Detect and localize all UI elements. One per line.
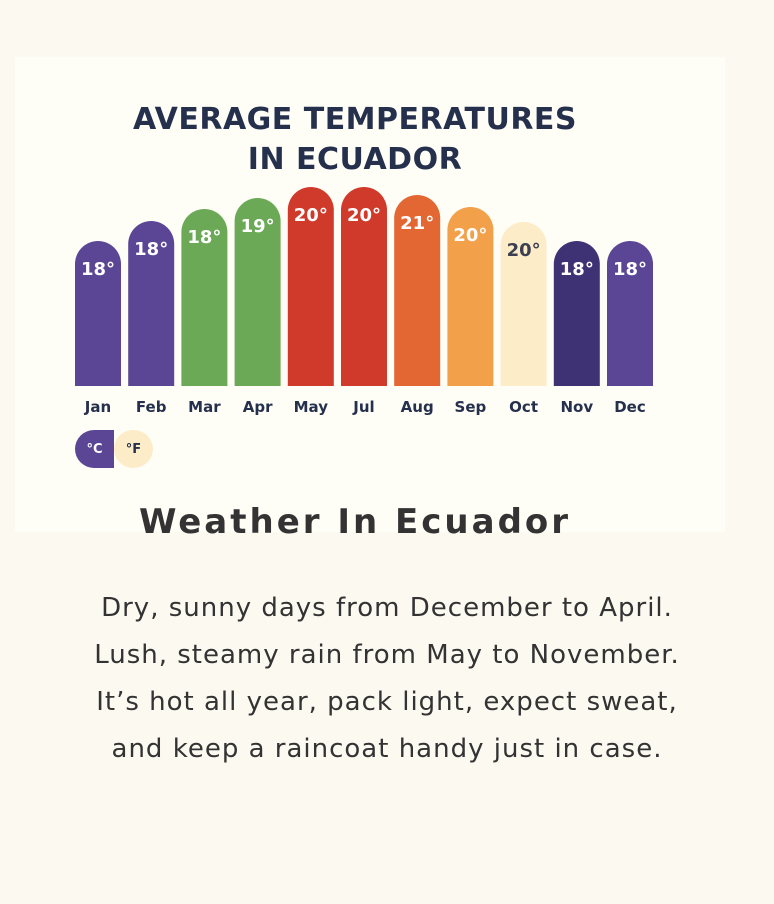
- month-label: Jul: [352, 398, 374, 416]
- celsius-option[interactable]: °C: [75, 430, 114, 468]
- bar-value-label: 18°: [134, 239, 168, 260]
- bar-mar: [181, 209, 228, 386]
- bar-may: [287, 187, 334, 386]
- bar-value-label: 18°: [187, 227, 221, 248]
- bar-value-label: 18°: [81, 259, 115, 280]
- month-label: Sep: [455, 398, 487, 416]
- body-line-2: Lush, steamy rain from May to November.: [94, 640, 680, 670]
- body-line-4: and keep a raincoat handy just in case.: [111, 734, 663, 764]
- bar-jul: [341, 187, 387, 386]
- bar-aug: [394, 195, 441, 386]
- bar-value-label: 20°: [347, 205, 381, 226]
- month-label: Aug: [401, 398, 434, 416]
- month-label: Nov: [560, 398, 593, 416]
- section-heading: Weather In Ecuador: [138, 502, 572, 542]
- month-label: Oct: [509, 398, 538, 416]
- bar-sep: [447, 207, 494, 386]
- bar-value-label: 19°: [241, 216, 275, 237]
- bar-value-label: 21°: [400, 213, 434, 234]
- chart-title-line-2: IN ECUADOR: [247, 142, 463, 177]
- section-body: Dry, sunny days from December to April. …: [0, 585, 774, 773]
- month-label: Apr: [243, 398, 273, 416]
- month-label: Jan: [84, 398, 111, 416]
- body-line-3: It’s hot all year, pack light, expect sw…: [96, 687, 678, 717]
- bar-value-label: 20°: [453, 225, 487, 246]
- bar-dec: [607, 241, 653, 386]
- bar-jan: [75, 241, 121, 386]
- chart-title-line-1: AVERAGE TEMPERATURES: [132, 102, 578, 137]
- month-label: Dec: [614, 398, 646, 416]
- bar-value-label: 20°: [294, 205, 328, 226]
- bar-nov: [553, 241, 600, 386]
- bar-value-label: 18°: [613, 259, 647, 280]
- fahrenheit-option[interactable]: °F: [114, 430, 153, 468]
- body-line-1: Dry, sunny days from December to April.: [101, 593, 673, 623]
- bar-oct: [500, 222, 547, 386]
- chart-title: AVERAGE TEMPERATURES IN ECUADOR: [30, 100, 680, 180]
- month-label: Mar: [188, 398, 221, 416]
- unit-toggle[interactable]: °C °F: [75, 430, 153, 468]
- month-label: May: [294, 398, 329, 416]
- bar-apr: [234, 198, 281, 386]
- bar-feb: [128, 221, 175, 386]
- month-label: Feb: [136, 398, 167, 416]
- bar-value-label: 20°: [507, 240, 541, 261]
- bar-value-label: 18°: [560, 259, 594, 280]
